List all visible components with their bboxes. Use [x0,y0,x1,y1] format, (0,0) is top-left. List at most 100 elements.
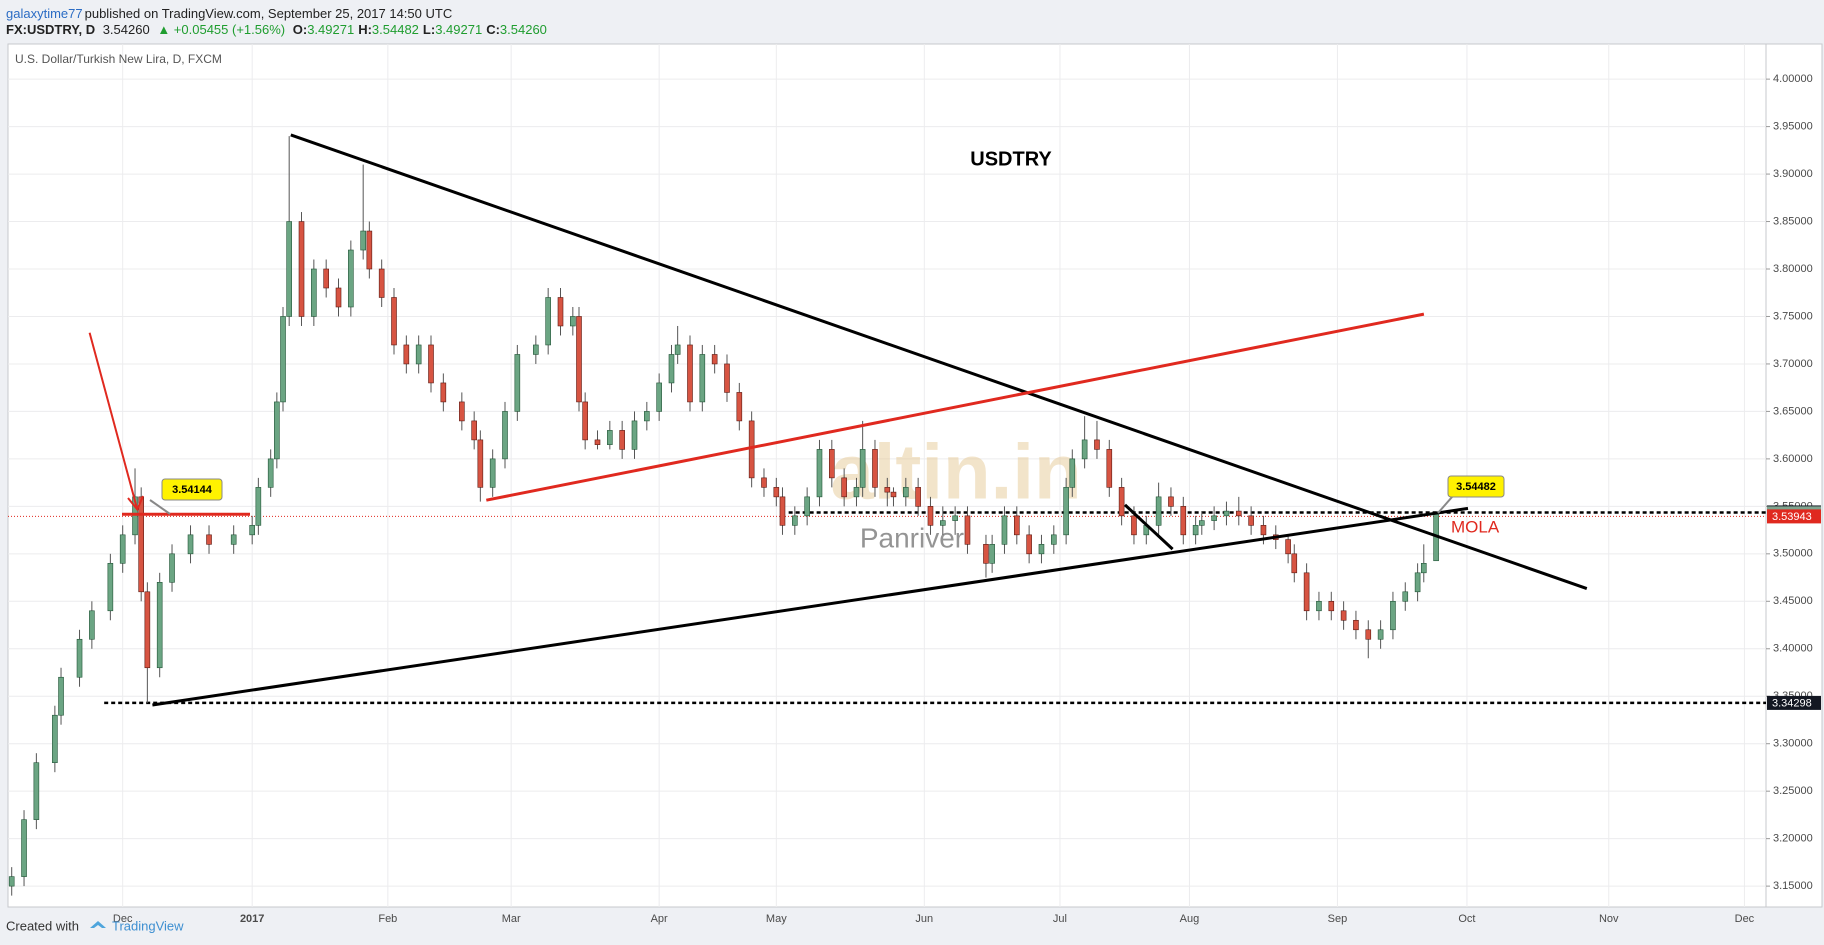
candle-body [594,439,601,445]
ohlc-value: 3.49271 [435,22,483,37]
y-tick-label: 3.60000 [1773,453,1813,465]
candle-body [1094,439,1100,450]
candle-body [656,382,662,412]
logo [90,921,106,928]
trend-line [290,133,1588,591]
candle-body [724,363,730,393]
candle-body [132,496,138,536]
x-tick-label: 2017 [240,913,264,925]
candle-body [489,458,496,488]
candle-body [1291,553,1298,574]
candle-body [1211,515,1217,521]
candle-body [1118,487,1125,517]
candle-body [1414,572,1421,593]
price-label-box [1767,509,1821,524]
footer-text: Created with [6,918,79,933]
candle-body [58,676,64,716]
last: 3.54260 [102,22,150,37]
candle-body [1316,600,1322,612]
candle-body [927,506,934,526]
candle-body [52,714,58,763]
callout: 3.54144 [149,478,223,515]
x-tick-label: Sep [1328,913,1348,925]
candle-body [761,477,767,488]
candle-body [415,344,422,365]
annotation: MOLA [1451,517,1500,536]
candle-body [249,525,255,536]
candle-body [1285,539,1291,555]
x-tick-label: Nov [1599,913,1619,925]
candle-body [557,297,564,327]
published: published on TradingView.com, September … [84,6,453,21]
price-label: 3.34298 [1772,697,1812,709]
candle-body [940,520,946,526]
candle-body [366,230,373,270]
candle-body [964,515,971,545]
candle-body [1038,544,1045,555]
candle-body [773,487,780,498]
annotation: USDTRY [970,148,1052,170]
candle-body [841,477,847,498]
callout: 3.54482 [1437,475,1505,514]
candle-body [1353,619,1359,631]
callout-text: 3.54144 [172,484,213,496]
candle-body [952,515,958,521]
drawings [88,133,1588,707]
header-line: FX:USDTRY, D 3.54260 ▲ +0.05455 (+1.56%)… [6,22,555,37]
x-tick-label: Dec [113,913,133,925]
candle-body [736,392,743,422]
watermark: altin.in [830,428,1081,516]
ohlc-value: 3.54260 [499,22,547,37]
candle-body [206,534,212,545]
candle-body [576,316,582,403]
candle-body [1402,591,1409,602]
candle-body [440,382,447,403]
y-tick-label: 3.75000 [1773,310,1813,322]
candle-body [983,544,989,564]
candle-body [570,316,576,327]
candle-body [533,344,539,355]
candle-body [1198,520,1205,526]
y-tick-label: 3.70000 [1773,358,1813,370]
change: ▲ +0.05455 (+1.56%) [157,22,286,37]
candle-body [169,553,175,583]
arrow-head [127,495,144,512]
ohlc-value: 3.54482 [371,22,419,37]
candle-body [156,582,163,669]
footer-brand: TradingView [112,918,184,933]
y-tick-label: 3.25000 [1773,785,1813,797]
axis-labels: 3.150003.200003.250003.300003.350003.400… [113,73,1821,925]
chart-title: U.S. Dollar/Turkish New Lira, D, FXCM [15,52,222,66]
y-tick-label: 3.15000 [1773,880,1813,892]
candle-body [1377,629,1384,640]
candle-body [1260,525,1267,536]
x-tick-label: Jul [1053,913,1067,925]
candle-body [403,344,410,365]
ohlc-key: L: [422,22,436,37]
candle-body [1168,496,1174,507]
candle-body [230,534,237,545]
candle-body [1063,487,1069,536]
ohlc-key: O: [292,22,308,37]
candle-body [890,491,897,498]
candle-body [378,268,385,298]
candle-body [255,487,262,526]
candle-body [674,344,681,355]
arrow [88,332,139,510]
levels [8,511,1766,705]
candle-body [1106,449,1113,488]
user[interactable]: galaxytime77 [6,6,83,21]
candle-body [1420,563,1427,574]
candle-body [699,354,706,403]
candle-body [21,819,27,877]
candle-body [274,401,280,460]
candle-body [298,221,305,317]
x-tick-label: Jun [915,913,933,925]
candle-body [428,344,434,384]
candle-body [477,439,484,488]
header-line: galaxytime77 published on TradingView.com… [6,6,456,21]
candle-body [804,496,810,517]
y-tick-label: 3.30000 [1773,738,1813,750]
candle-body [619,430,625,450]
candle-body [323,268,329,289]
